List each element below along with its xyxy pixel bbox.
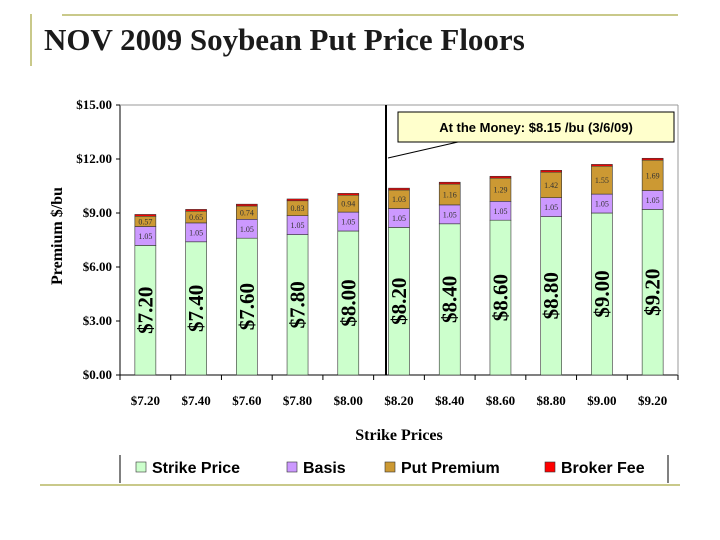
annotation-box	[397, 111, 675, 143]
broker-fee-segment	[337, 193, 360, 196]
bar-stack: $7.40 1.05 0.65	[184, 209, 208, 376]
bar-stack: $9.00 1.05 1.55	[590, 164, 614, 376]
put-premium-segment-label: 1.16	[443, 190, 457, 199]
broker-fee-segment	[286, 198, 309, 202]
x-tick-label: $8.80	[537, 393, 566, 408]
x-axis-ticks: $7.20 $7.40 $7.60 $7.80 $8.00 $8.20 $8.40 $8.60…	[119, 375, 679, 408]
basis-segment-label: 1.05	[189, 228, 203, 237]
x-axis-label: Strike Prices	[355, 427, 443, 444]
put-premium-segment-label: 1.69	[646, 171, 660, 180]
bar-stack: $8.80 1.05 1.42	[539, 170, 563, 376]
put-premium-segment-label: 0.57	[138, 217, 152, 226]
put-premium-segment-label: 0.65	[189, 213, 203, 222]
x-tick-label: $8.20	[384, 393, 413, 408]
bar-stack: $8.20 1.05 1.03	[387, 187, 411, 376]
x-tick-label: $7.40	[181, 393, 210, 408]
basis-segment-label: 1.05	[595, 200, 609, 209]
basis-segment-label: 1.05	[544, 203, 558, 212]
broker-fee-segment	[388, 187, 410, 191]
basis-segment-label: 1.05	[240, 225, 254, 234]
legend-label-basis: Basis	[303, 460, 346, 477]
y-tick-label: $15.00	[76, 97, 112, 112]
decorative-top-line	[62, 14, 678, 16]
annotation-pointer	[387, 141, 459, 159]
broker-fee-segment	[134, 214, 157, 217]
bar-stack: $7.60 1.05 0.74	[235, 203, 259, 376]
broker-fee-segment	[591, 164, 613, 167]
put-premium-segment-label: 0.83	[291, 204, 305, 213]
bar-series: $7.201.050.57$7.401.050.65$7.601.050.74$…	[133, 157, 665, 376]
put-premium-segment-label: 1.55	[595, 176, 609, 185]
legend-swatch-basis	[286, 461, 298, 473]
legend-swatch-put-premium	[384, 461, 396, 473]
x-tick-label: $9.20	[638, 393, 667, 408]
strike-bar-label: $7.20	[133, 287, 157, 334]
broker-fee-segment	[236, 203, 258, 207]
slide-title: NOV 2009 Soybean Put Price Floors	[44, 22, 525, 57]
y-axis-label: Premium $/bu	[49, 187, 66, 285]
bar-stack: $9.20 1.05 1.69	[641, 157, 665, 376]
put-premium-segment-label: 0.94	[341, 200, 355, 209]
strike-bar-label: $8.80	[539, 272, 563, 319]
legend: Strike Price Basis Put Premium Broker Fee	[119, 455, 669, 483]
y-tick-label: $3.00	[83, 313, 112, 328]
broker-fee-segment	[540, 170, 562, 173]
basis-segment-label: 1.05	[392, 214, 406, 223]
annotation-text: At the Money: $8.15 /bu (3/6/09)	[439, 120, 633, 135]
decorative-vertical-line	[30, 14, 32, 66]
broker-fee-segment	[438, 181, 461, 185]
x-tick-label: $9.00	[587, 393, 616, 408]
x-tick-label: $7.80	[283, 393, 312, 408]
strike-bar-label: $9.00	[590, 270, 614, 317]
y-tick-label: $6.00	[83, 259, 112, 274]
basis-segment-label: 1.05	[443, 210, 457, 219]
basis-segment-label: 1.05	[291, 221, 305, 230]
legend-label-strike-price: Strike Price	[152, 460, 240, 477]
y-axis-ticks: $0.00 $3.00 $6.00 $9.00 $12.00 $15.00	[76, 97, 120, 382]
basis-segment-label: 1.05	[138, 232, 152, 241]
broker-fee-segment	[641, 157, 664, 161]
put-premium-segment-label: 1.03	[392, 195, 406, 204]
put-premium-segment-label: 0.74	[240, 209, 254, 218]
strike-bar-label: $7.80	[286, 281, 310, 328]
bar-stack: $8.60 1.05 1.29	[488, 175, 512, 376]
y-tick-label: $0.00	[83, 367, 112, 382]
bar-stack: $8.00 1.05 0.94	[336, 193, 360, 376]
broker-fee-segment	[185, 209, 207, 212]
strike-bar-label: $7.40	[184, 285, 208, 332]
strike-bar-label: $8.40	[438, 276, 462, 323]
bar-stack: $8.40 1.05 1.16	[438, 181, 462, 376]
x-tick-label: $7.60	[232, 393, 261, 408]
legend-swatch-broker-fee	[544, 461, 556, 473]
strike-bar-label: $7.60	[235, 283, 259, 330]
basis-segment-label: 1.05	[341, 218, 355, 227]
decorative-bottom-line	[40, 484, 680, 486]
broker-fee-segment	[489, 175, 512, 179]
y-tick-label: $9.00	[83, 205, 112, 220]
strike-bar-label: $8.20	[387, 278, 411, 325]
x-tick-label: $8.60	[486, 393, 515, 408]
strike-bar-label: $8.00	[336, 279, 360, 326]
basis-segment-label: 1.05	[646, 196, 660, 205]
x-tick-label: $7.20	[131, 393, 160, 408]
put-premium-segment-label: 1.29	[493, 186, 507, 195]
strike-bar-label: $9.20	[641, 269, 665, 316]
put-premium-segment-label: 1.42	[544, 181, 558, 190]
strike-bar-label: $8.60	[488, 274, 512, 321]
bar-stack: $7.80 1.05 0.83	[286, 198, 310, 376]
legend-label-put-premium: Put Premium	[401, 460, 500, 477]
y-tick-label: $12.00	[76, 151, 112, 166]
basis-segment-label: 1.05	[493, 207, 507, 216]
x-tick-label: $8.00	[334, 393, 363, 408]
x-tick-label: $8.40	[435, 393, 464, 408]
legend-swatch-strike-price	[135, 461, 147, 473]
legend-label-broker-fee: Broker Fee	[561, 460, 645, 477]
bar-stack: $7.20 1.05 0.57	[133, 214, 157, 376]
at-the-money-annotation: At the Money: $8.15 /bu (3/6/09)	[385, 105, 675, 375]
